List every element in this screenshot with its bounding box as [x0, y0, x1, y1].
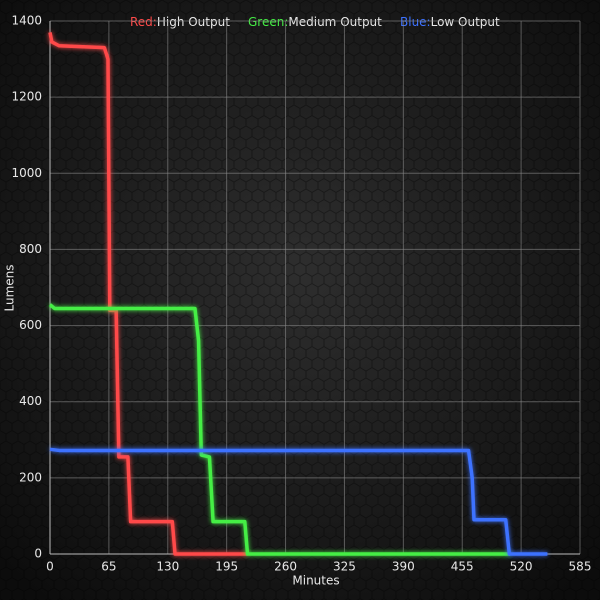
series-line — [48, 32, 248, 556]
x-tick-label: 130 — [156, 560, 179, 574]
x-tick-label: 325 — [333, 560, 356, 574]
y-tick-label: 600 — [19, 318, 42, 332]
series-line — [48, 303, 511, 556]
x-tick-label: 65 — [101, 560, 116, 574]
series-line — [49, 447, 548, 556]
x-tick-label: 455 — [451, 560, 474, 574]
y-tick-label: 200 — [19, 470, 42, 484]
y-axis-label: Lumens — [3, 264, 17, 311]
x-tick-label: 390 — [392, 560, 415, 574]
x-tick-label: 520 — [510, 560, 533, 574]
y-tick-label: 0 — [34, 547, 42, 561]
y-tick-label: 1200 — [11, 90, 42, 104]
y-tick-label: 1000 — [11, 166, 42, 180]
x-tick-label: 585 — [569, 560, 592, 574]
y-tick-label: 400 — [19, 394, 42, 408]
y-tick-label: 800 — [19, 242, 42, 256]
x-tick-label: 0 — [46, 560, 54, 574]
x-tick-label: 260 — [274, 560, 297, 574]
y-tick-label: 1400 — [11, 14, 42, 28]
x-axis-label: Minutes — [292, 574, 339, 588]
legend: Red:High Output Green:Medium Output Blue:L… — [130, 15, 500, 29]
x-tick-label: 195 — [215, 560, 238, 574]
